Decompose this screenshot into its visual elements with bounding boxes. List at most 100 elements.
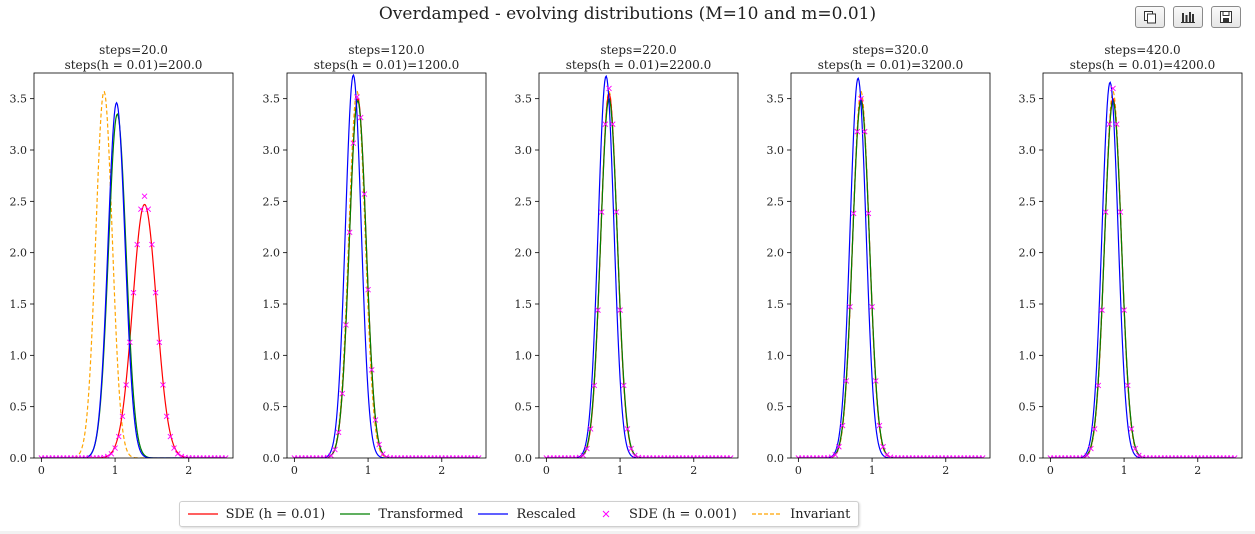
y-tick-label: 0.0 <box>10 452 28 465</box>
data-point-marker <box>379 451 386 457</box>
data-point-marker <box>332 446 338 453</box>
data-point-marker <box>613 209 620 215</box>
data-point-marker <box>1124 382 1131 389</box>
y-tick-label: 2.5 <box>263 195 281 208</box>
bottom-scrollbar[interactable] <box>0 531 1255 534</box>
data-point-marker <box>178 453 185 458</box>
data-point-marker <box>163 413 170 420</box>
data-point-marker <box>576 454 583 458</box>
y-tick-label: 2.0 <box>515 247 533 260</box>
y-tick-label: 0.5 <box>1019 401 1037 414</box>
panel-title: steps=220.0 <box>600 43 676 57</box>
data-point-marker <box>727 455 734 458</box>
data-point-marker <box>883 451 890 458</box>
plot-frame <box>1042 72 1243 459</box>
data-point-marker <box>112 445 118 451</box>
data-point-marker <box>368 366 375 373</box>
panel-subtitle: steps(h = 0.01)=4200.0 <box>1070 58 1215 72</box>
series-line <box>798 100 983 458</box>
data-point-marker <box>869 304 875 310</box>
series-line <box>798 90 983 458</box>
data-point-marker <box>1095 382 1102 389</box>
legend-item-transformed: Transformed <box>340 507 463 522</box>
y-tick-label: 1.5 <box>263 298 281 311</box>
series-line <box>1050 98 1235 458</box>
data-point-marker <box>1088 445 1094 452</box>
legend-label: SDE (h = 0.01) <box>225 506 326 522</box>
series-line <box>41 112 226 458</box>
data-point-marker <box>1113 121 1120 127</box>
data-point-marker <box>1099 307 1105 313</box>
x-tick-label: 2 <box>942 464 949 477</box>
plot-frame <box>33 72 234 459</box>
data-point-marker <box>832 451 839 458</box>
data-point-marker <box>357 114 364 121</box>
data-point-marker <box>372 417 379 423</box>
y-tick-label: 0.5 <box>515 401 533 414</box>
save-button[interactable] <box>1211 6 1241 28</box>
data-point-marker <box>115 433 122 440</box>
y-tick-label: 2.5 <box>515 195 533 208</box>
data-point-marker <box>624 426 631 432</box>
data-point-marker <box>376 441 382 448</box>
data-point-marker <box>350 140 357 147</box>
data-point-marker <box>580 452 587 458</box>
y-tick-label: 2.5 <box>10 195 28 208</box>
legend-item-sde-h001: SDE (h = 0.01) <box>187 506 326 522</box>
data-point-marker <box>104 453 111 458</box>
x-tick-label: 1 <box>112 464 119 477</box>
plot-frame <box>286 72 487 459</box>
copy-button[interactable] <box>1135 6 1165 28</box>
data-point-marker <box>222 455 229 458</box>
data-point-marker <box>858 95 864 102</box>
legend-label: Invariant <box>790 506 851 522</box>
y-tick-label: 2.5 <box>767 195 785 208</box>
data-point-marker <box>979 455 986 458</box>
y-tick-label: 0.5 <box>767 401 785 414</box>
series-line <box>798 98 983 458</box>
y-tick-label: 3.0 <box>10 144 28 157</box>
series-line <box>1050 90 1235 458</box>
series-line <box>546 90 731 458</box>
data-point-marker <box>609 121 616 127</box>
x-tick-label: 2 <box>690 464 697 477</box>
series-line <box>798 76 983 458</box>
legend-item-rescaled: Rescaled <box>478 507 576 522</box>
figure-title: Overdamped - evolving distributions (M=1… <box>378 4 877 24</box>
y-tick-label: 0.0 <box>263 452 281 465</box>
data-point-marker <box>141 193 148 200</box>
data-point-marker <box>602 121 609 127</box>
y-tick-label: 3.0 <box>1019 144 1037 157</box>
series-line <box>294 98 479 458</box>
y-tick-label: 3.5 <box>263 93 281 106</box>
data-point-marker <box>346 229 353 236</box>
data-point-marker <box>138 206 144 213</box>
data-point-marker <box>328 452 335 458</box>
data-point-marker <box>1128 426 1135 432</box>
y-tick-label: 1.5 <box>1019 298 1037 311</box>
y-tick-label: 3.5 <box>515 93 533 106</box>
series-line <box>294 100 479 458</box>
x-tick-label: 1 <box>617 464 624 477</box>
chart-button[interactable] <box>1173 6 1203 28</box>
series-line <box>546 92 731 458</box>
data-point-marker <box>843 378 850 384</box>
data-point-marker <box>354 94 360 100</box>
data-point-marker <box>861 128 868 135</box>
series-line <box>1050 100 1235 458</box>
y-tick-label: 0.0 <box>515 452 533 465</box>
data-point-marker <box>1121 307 1127 313</box>
legend-swatch <box>187 513 218 515</box>
copy-icon <box>1144 11 1156 24</box>
data-point-marker <box>880 443 886 450</box>
x-tick-label: 0 <box>1047 464 1054 477</box>
data-point-marker <box>628 445 634 452</box>
series-line <box>41 101 226 458</box>
y-tick-label: 3.0 <box>263 144 281 157</box>
panel-subtitle: steps(h = 0.01)=1200.0 <box>314 58 459 72</box>
y-tick-label: 1.0 <box>515 349 533 362</box>
data-point-marker <box>839 422 846 429</box>
panel-subtitle: steps(h = 0.01)=2200.0 <box>566 58 711 72</box>
